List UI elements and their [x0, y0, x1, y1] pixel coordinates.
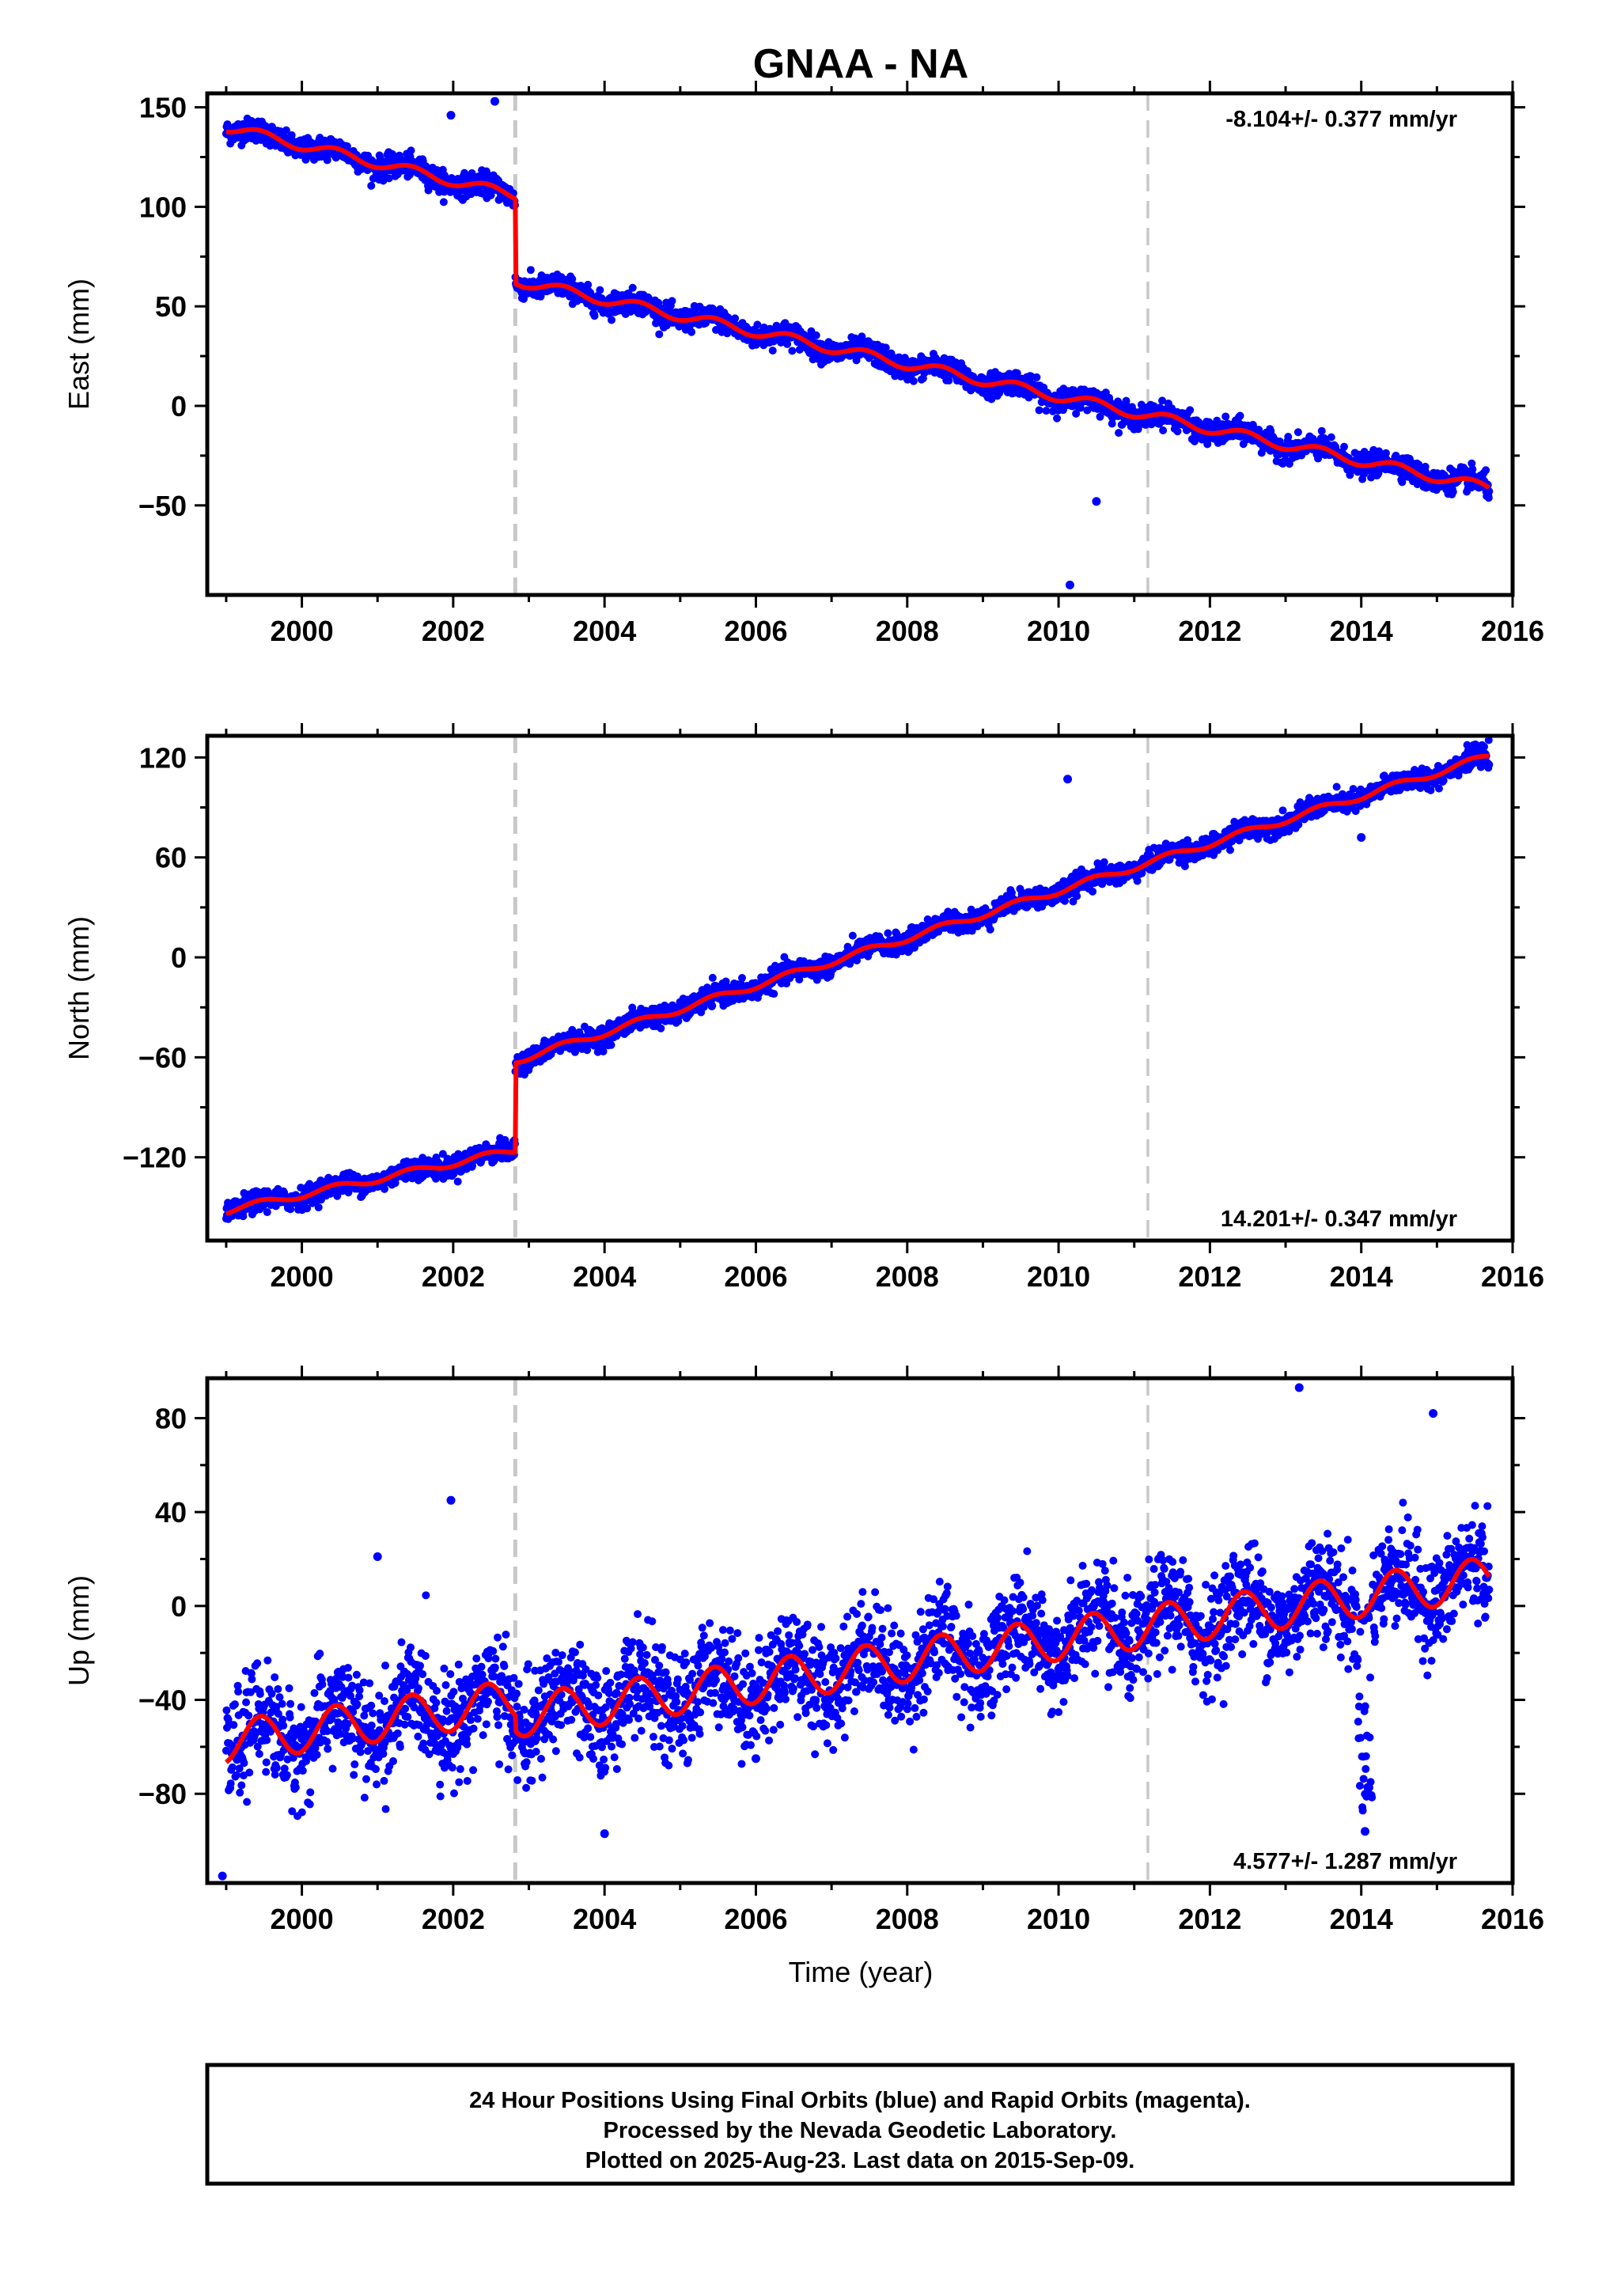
data-point [1482, 466, 1490, 475]
data-point [405, 170, 414, 179]
data-point [687, 328, 696, 336]
data-point [590, 312, 599, 320]
outlier-point [446, 111, 456, 120]
data-point [608, 316, 616, 324]
data-point [812, 331, 820, 339]
data-point [1285, 460, 1293, 468]
data-point [770, 990, 778, 998]
x-tick-label: 2008 [876, 615, 939, 647]
outlier-point [1092, 497, 1101, 506]
data-point [596, 286, 604, 294]
plot-frame [205, 91, 1515, 597]
data-point [1381, 449, 1390, 457]
x-tick-label: 2000 [271, 615, 334, 647]
y-tick-label: 150 [139, 92, 187, 124]
data-point [607, 1040, 615, 1049]
data-point [1053, 414, 1062, 422]
data-point [1158, 396, 1167, 405]
data-point [753, 320, 762, 329]
data-point [848, 931, 857, 940]
data-point [1317, 426, 1326, 435]
data-point [1236, 411, 1244, 420]
data-point [314, 1203, 323, 1212]
model-line [224, 127, 1491, 490]
outlier-point [1065, 580, 1074, 589]
y-tick-label: 100 [139, 191, 187, 223]
outlier-point [490, 97, 499, 106]
data-point [1035, 406, 1043, 415]
x-tick-label: 2004 [573, 615, 636, 647]
data-point [1076, 404, 1085, 412]
data-point [1485, 487, 1494, 495]
y-axis-label: East (mm) [62, 278, 95, 410]
data-point [731, 314, 740, 323]
data-point [439, 198, 448, 206]
data-point [737, 974, 746, 983]
data-point [657, 1024, 665, 1032]
data-point [1186, 406, 1195, 415]
data-point [987, 395, 996, 404]
data-points [222, 97, 1494, 589]
north-panel: 2000 2002 2004 2006 2008 2010 2012 2014 20161206… [62, 723, 1544, 1293]
data-point [1173, 427, 1182, 436]
x-tick-label: 2016 [1481, 615, 1544, 647]
x-tick-label: 2012 [1178, 615, 1241, 647]
data-points [222, 736, 1494, 1223]
data-point [1072, 409, 1081, 418]
data-point [526, 266, 535, 275]
x-tick-label: 2002 [422, 615, 485, 647]
y-tick-label: −50 [138, 490, 187, 522]
data-point [367, 181, 376, 190]
data-point [1293, 428, 1302, 437]
data-point [783, 339, 792, 348]
data-point [263, 1208, 271, 1217]
data-point [628, 283, 637, 292]
data-point [1340, 442, 1349, 451]
chart-title: GNAA - NA [753, 41, 969, 87]
data-point [1284, 433, 1293, 441]
data-point [708, 1002, 717, 1010]
data-point [282, 126, 290, 135]
data-point [1221, 412, 1230, 421]
data-point [768, 347, 777, 355]
data-point [1115, 429, 1123, 438]
data-point [986, 925, 994, 934]
data-point [884, 929, 892, 938]
data-point [287, 131, 296, 139]
data-point [668, 297, 676, 305]
data-point [1484, 494, 1493, 502]
data-point [1327, 433, 1335, 441]
data-point [453, 1177, 462, 1186]
data-point [584, 280, 593, 289]
y-tick-label: 50 [155, 290, 187, 323]
y-tick-label: 0 [171, 390, 187, 422]
data-point [655, 330, 664, 339]
x-tick-label: 2006 [724, 615, 787, 647]
data-point [1108, 419, 1116, 428]
data-point [384, 174, 393, 183]
data-point [407, 146, 415, 155]
data-point [1032, 373, 1041, 381]
data-point [708, 973, 717, 982]
east-panel: 2000 2002 2004 2006 2008 2010 2012 2014 2016 150 1… [62, 81, 1544, 647]
x-tick-label: 2010 [1027, 615, 1090, 647]
data-point [909, 377, 918, 385]
data-point [881, 343, 890, 352]
data-point [1468, 465, 1477, 474]
data-point [788, 347, 797, 355]
data-point [1042, 407, 1051, 415]
data-point [1398, 478, 1407, 487]
data-point [1314, 454, 1323, 463]
data-point [1159, 426, 1168, 434]
data-point [424, 186, 433, 195]
data-point [945, 376, 953, 385]
data-point [1449, 487, 1457, 496]
x-tick-label: 2014 [1330, 615, 1393, 647]
data-point [568, 275, 577, 283]
data-point [1051, 391, 1059, 400]
data-point [1468, 459, 1476, 468]
rate-label: -8.104+/- 0.377 mm/yr [1225, 107, 1457, 132]
